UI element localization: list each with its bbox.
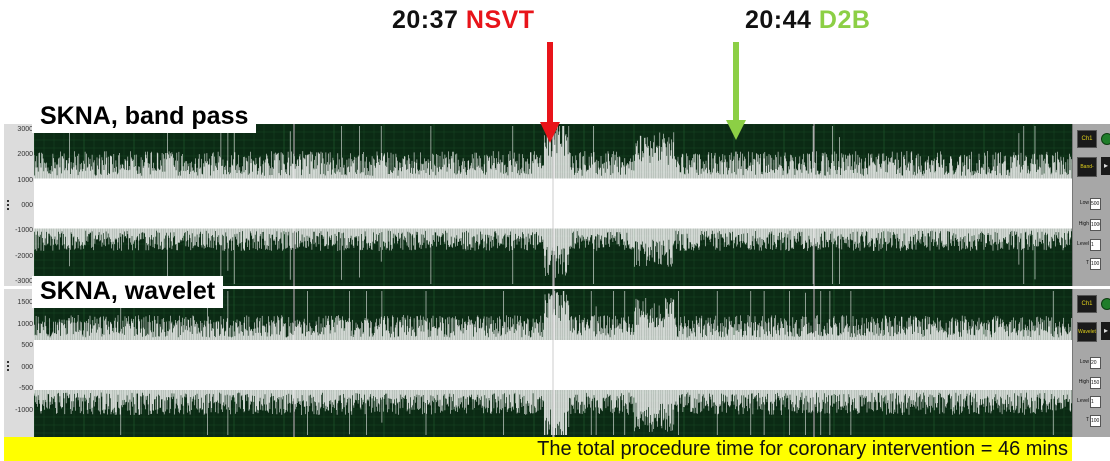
y-axis-handle-icon[interactable] [7, 361, 11, 371]
filter-mode-select[interactable]: Wavelet [1077, 322, 1097, 342]
band-pass-panel: 3000 2000 1000 000 -1000 -2000 -3000 [4, 124, 1072, 286]
y-tick-label: -1000 [15, 407, 33, 414]
high-input[interactable]: 150 [1090, 377, 1101, 389]
d2b-event: D2B [818, 6, 871, 34]
dropdown-arrow-icon[interactable]: ▸ [1101, 322, 1110, 340]
t-input[interactable]: 100 [1090, 415, 1101, 427]
low-label: Low [1079, 359, 1089, 365]
y-tick-label: -2000 [15, 252, 33, 260]
nsvt-time: 20:37 [392, 6, 459, 34]
wavelet-trace [34, 289, 1072, 437]
level-label: Level [1077, 241, 1089, 247]
low-input[interactable]: 500 [1090, 198, 1101, 210]
procedure-time-text: The total procedure time for coronary in… [537, 438, 1068, 460]
y-tick-label: 000 [21, 202, 33, 209]
band-pass-title: SKNA, band pass [32, 101, 257, 133]
wavelet-title: SKNA, wavelet [32, 276, 224, 308]
t-label: T [1085, 260, 1089, 266]
y-tick-label: 1500 [17, 299, 33, 306]
band-pass-trace [34, 124, 1072, 286]
high-label: High [1078, 379, 1089, 385]
y-tick-label: -500 [18, 385, 33, 393]
y-tick-label: -3000 [15, 278, 33, 285]
low-input[interactable]: 20 [1090, 357, 1101, 369]
level-input[interactable]: 1 [1090, 239, 1101, 251]
nsvt-event: NSVT [465, 6, 535, 34]
procedure-time-banner: The total procedure time for coronary in… [4, 437, 1072, 461]
wavelet-plot[interactable] [34, 289, 1072, 437]
channel-select[interactable]: Ch1 [1077, 295, 1097, 313]
high-input[interactable]: 1000 [1090, 219, 1101, 231]
wavelet-controls: Ch1 Wavelet ▸ Low 20 High 150 Level 1 T … [1072, 289, 1110, 437]
channel-status-led-icon [1101, 133, 1110, 145]
y-tick-label: 2000 [17, 151, 33, 159]
y-axis-handle-icon[interactable] [7, 200, 11, 210]
y-tick-label: 500 [21, 342, 33, 350]
channel-status-led-icon [1101, 298, 1110, 310]
t-input[interactable]: 100 [1090, 258, 1101, 270]
high-label: High [1078, 221, 1089, 227]
level-input[interactable]: 1 [1090, 396, 1101, 408]
d2b-marker-label: 20:44 D2B [745, 6, 870, 35]
t-label: T [1085, 417, 1089, 423]
dropdown-arrow-icon[interactable]: ▸ [1101, 157, 1110, 175]
y-tick-label: -1000 [15, 227, 33, 235]
nsvt-marker-label: 20:37 NSVT [392, 6, 535, 35]
y-tick-label: 000 [21, 363, 33, 371]
y-tick-label: 1000 [17, 320, 33, 328]
band-pass-controls: Ch1 Band-pass ▸ Low 500 High 1000 Level … [1072, 124, 1110, 286]
filter-mode-select[interactable]: Band-pass [1077, 157, 1097, 177]
y-tick-label: 3000 [17, 126, 33, 133]
level-label: Level [1077, 398, 1089, 404]
band-pass-plot[interactable] [34, 124, 1072, 286]
y-tick-label: 1000 [17, 176, 33, 184]
wavelet-panel: 1500 1000 500 000 -500 -1000 [4, 289, 1072, 437]
low-label: Low [1079, 200, 1089, 206]
d2b-time: 20:44 [745, 6, 812, 34]
channel-select[interactable]: Ch1 [1077, 130, 1097, 148]
